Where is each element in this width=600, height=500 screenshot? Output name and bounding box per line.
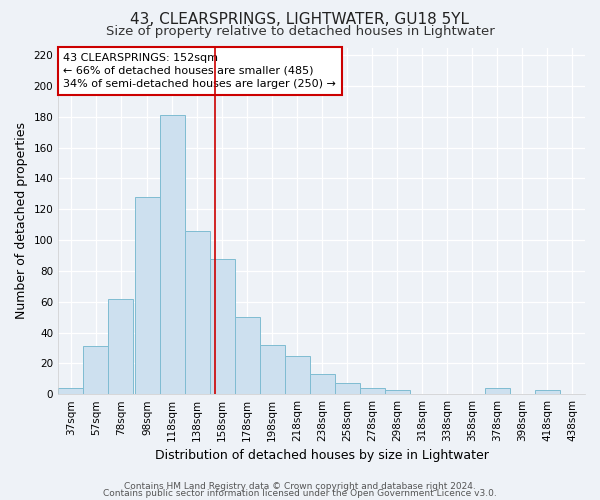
Bar (134, 197, 160, 394)
Text: Contains HM Land Registry data © Crown copyright and database right 2024.: Contains HM Land Registry data © Crown c… (124, 482, 476, 491)
Bar (58, 388, 83, 394)
Bar (83, 346, 108, 394)
Bar (385, 390, 410, 394)
Bar (485, 388, 510, 394)
X-axis label: Distribution of detached houses by size in Lightwater: Distribution of detached houses by size … (155, 450, 488, 462)
Bar (160, 116, 185, 394)
Bar (209, 258, 235, 394)
Bar (185, 231, 209, 394)
Y-axis label: Number of detached properties: Number of detached properties (15, 122, 28, 320)
Bar (360, 388, 385, 394)
Text: 43 CLEARSPRINGS: 152sqm
← 66% of detached houses are smaller (485)
34% of semi-d: 43 CLEARSPRINGS: 152sqm ← 66% of detache… (64, 52, 337, 89)
Text: Contains public sector information licensed under the Open Government Licence v3: Contains public sector information licen… (103, 489, 497, 498)
Text: 43, CLEARSPRINGS, LIGHTWATER, GU18 5YL: 43, CLEARSPRINGS, LIGHTWATER, GU18 5YL (131, 12, 470, 28)
Bar (284, 356, 310, 394)
Bar (235, 317, 260, 394)
Bar (108, 298, 133, 394)
Bar (310, 374, 335, 394)
Text: Size of property relative to detached houses in Lightwater: Size of property relative to detached ho… (106, 25, 494, 38)
Bar (535, 390, 560, 394)
Bar (260, 345, 284, 394)
Bar (335, 384, 360, 394)
